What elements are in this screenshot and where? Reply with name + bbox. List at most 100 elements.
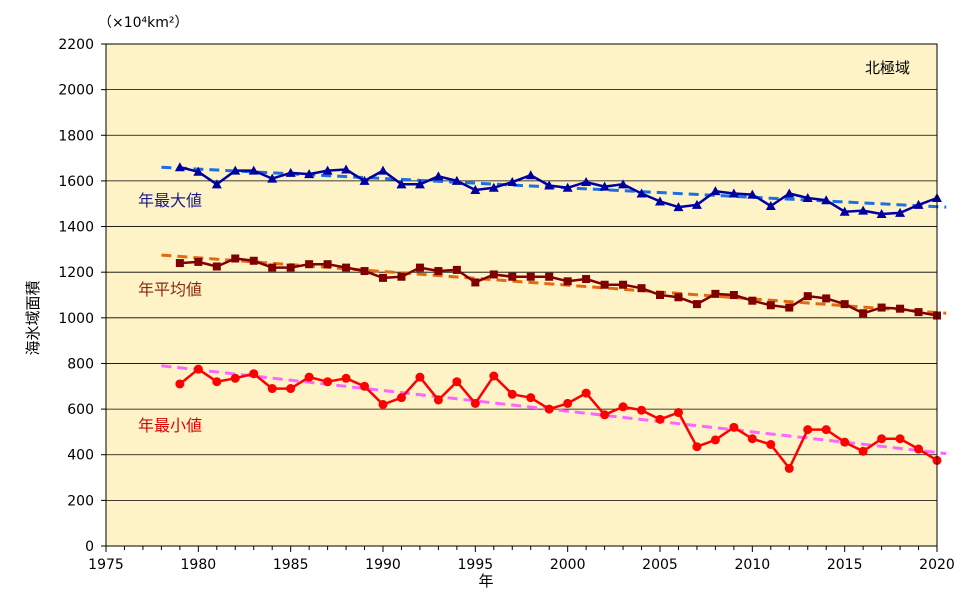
data-point	[231, 254, 240, 263]
series-label-max: 年最大値	[138, 191, 202, 210]
data-point	[378, 165, 388, 175]
data-point	[452, 265, 461, 274]
data-point	[174, 162, 185, 172]
data-point	[268, 263, 277, 272]
y-tick-label: 800	[67, 356, 94, 372]
trend-line	[161, 364, 947, 456]
data-point	[766, 301, 775, 310]
data-point	[267, 173, 278, 183]
data-point	[544, 404, 554, 414]
y-tick-label: 2200	[58, 37, 94, 53]
data-point	[341, 164, 352, 174]
data-point	[488, 182, 499, 192]
data-point	[636, 188, 647, 198]
data-point	[729, 291, 738, 299]
y-tick-label: 1600	[58, 174, 94, 190]
data-point	[545, 272, 554, 281]
data-point	[656, 291, 664, 299]
unit-label: （×10⁴km²）	[98, 15, 189, 31]
data-point	[728, 188, 739, 198]
data-point	[507, 389, 517, 399]
data-point	[211, 179, 222, 189]
data-point	[359, 175, 370, 185]
y-tick-label: 1200	[58, 265, 94, 281]
data-point	[896, 304, 905, 313]
data-point	[415, 372, 425, 382]
data-point	[526, 393, 536, 403]
data-point	[433, 171, 444, 181]
y-tick-label: 200	[67, 493, 94, 509]
data-point	[600, 410, 610, 420]
data-point	[451, 175, 462, 185]
data-point	[803, 292, 812, 301]
data-point	[600, 280, 609, 289]
data-point	[212, 262, 221, 271]
data-point	[581, 388, 591, 398]
y-tick-label: 2000	[58, 83, 94, 99]
data-point	[711, 289, 720, 298]
data-point	[544, 180, 555, 190]
data-point	[784, 463, 794, 473]
data-point	[304, 372, 314, 382]
data-point	[748, 296, 757, 305]
data-point	[248, 165, 259, 175]
x-tick-label: 1990	[365, 557, 401, 573]
data-point	[618, 179, 629, 189]
data-point	[710, 186, 721, 196]
data-point	[267, 384, 277, 394]
data-point	[249, 369, 259, 379]
data-point	[877, 434, 887, 444]
x-tick-label: 2000	[550, 557, 586, 573]
y-tick-label: 1800	[58, 128, 94, 144]
x-tick-label: 1975	[88, 557, 124, 573]
data-point	[323, 377, 333, 387]
y-tick-label: 1000	[58, 311, 94, 327]
y-tick-label: 1400	[58, 220, 94, 236]
data-point	[747, 189, 758, 199]
series-label-mean: 年平均値	[138, 280, 202, 299]
data-point	[858, 446, 868, 456]
region-label: 北極域	[865, 59, 910, 77]
data-point	[895, 434, 905, 444]
data-series	[174, 162, 942, 473]
data-point	[563, 398, 573, 408]
data-point	[379, 273, 387, 282]
data-point	[323, 260, 332, 269]
data-point	[655, 196, 665, 206]
data-point	[249, 256, 258, 265]
data-point	[470, 185, 481, 195]
x-tick-label: 2005	[642, 557, 678, 573]
data-point	[691, 199, 702, 209]
data-point	[821, 195, 832, 205]
x-tick-label: 1980	[181, 557, 217, 573]
data-point	[784, 188, 795, 198]
data-point	[286, 384, 296, 394]
data-point	[452, 377, 462, 387]
data-point	[193, 364, 203, 374]
data-point	[859, 309, 868, 318]
data-point	[471, 278, 480, 287]
data-point	[913, 199, 924, 209]
data-point	[507, 177, 518, 187]
series-label-min: 年最小値	[138, 416, 202, 435]
data-point	[655, 414, 665, 424]
y-tick-label: 400	[67, 448, 94, 464]
x-axis-ticks: 1975 1980 1985 1990 1995 2000 2005 2010 2015 2020	[88, 546, 955, 573]
data-point	[433, 395, 443, 405]
data-point	[562, 182, 573, 192]
data-point	[637, 284, 646, 293]
data-point	[286, 263, 295, 272]
series-line	[179, 165, 938, 216]
data-point	[397, 272, 406, 281]
data-point	[341, 373, 351, 383]
data-point	[619, 280, 628, 289]
data-point	[525, 170, 536, 180]
x-axis-label: 年	[478, 572, 493, 590]
data-point	[821, 425, 831, 435]
data-point	[175, 259, 184, 268]
data-point	[692, 300, 701, 309]
data-point	[747, 434, 757, 444]
data-point	[396, 179, 407, 189]
data-point	[581, 177, 592, 187]
